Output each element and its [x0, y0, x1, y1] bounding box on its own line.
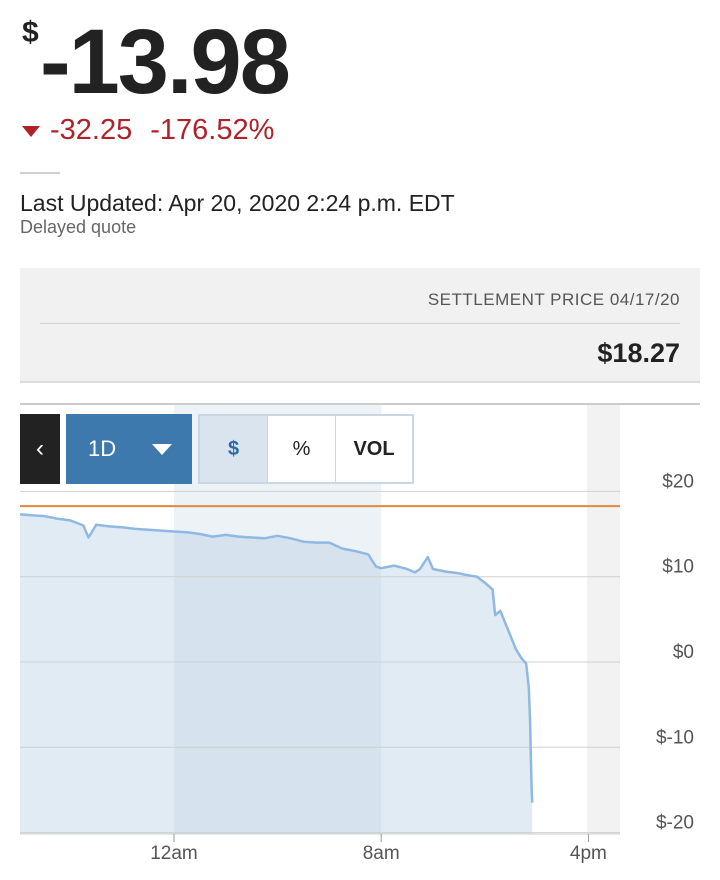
mode-volume-button[interactable]: VOL: [353, 437, 395, 460]
y-tick-label-3: $-10: [656, 727, 694, 748]
price-line: [19, 513, 534, 803]
price-change-percent: -176.52%: [150, 113, 275, 146]
after-hours-band: [587, 405, 620, 834]
settlement-panel: SETTLEMENT PRICE 04/17/20 $18.27: [20, 268, 700, 383]
chevron-left-icon: ‹: [36, 435, 44, 462]
currency-symbol: $: [22, 16, 39, 49]
chart-mode-toggle: $ % VOL: [198, 414, 414, 484]
down-arrow-icon: [22, 125, 40, 137]
y-tick-label-1: $10: [662, 557, 694, 578]
delayed-quote-note: Delayed quote: [20, 217, 137, 237]
back-button[interactable]: ‹: [20, 414, 60, 484]
settlement-label: SETTLEMENT PRICE 04/17/20: [427, 290, 680, 309]
last-price: -13.98: [40, 11, 291, 113]
y-tick-label-0: $20: [662, 471, 694, 492]
range-label: 1D: [88, 436, 117, 461]
settlement-value: $18.27: [597, 338, 680, 368]
chart-top-border: [20, 403, 700, 405]
price-change: -32.25: [50, 113, 133, 146]
price-area: [20, 514, 533, 834]
x-tick-label-2: 4pm: [570, 843, 607, 864]
y-tick-label-2: $0: [673, 642, 694, 663]
mode-dollar-button[interactable]: $: [200, 416, 268, 482]
settlement-divider: [40, 323, 680, 324]
price-change-row: -32.25 -176.52%: [22, 114, 274, 146]
caret-down-icon: [152, 444, 172, 455]
x-tick-label-1: 8am: [363, 843, 400, 864]
mode-percent-button[interactable]: %: [268, 416, 336, 482]
divider: [20, 172, 60, 174]
last-updated-timestamp: Last Updated: Apr 20, 2020 2:24 p.m. EDT: [20, 190, 455, 216]
x-tick-label-0: 12am: [150, 843, 198, 864]
y-tick-label-4: $-20: [656, 813, 694, 834]
range-select-button[interactable]: 1D: [66, 414, 192, 484]
